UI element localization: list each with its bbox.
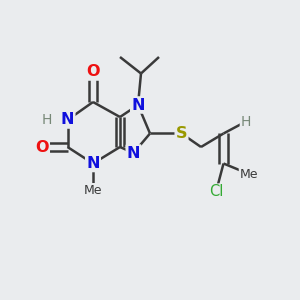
Text: Cl: Cl [209,184,223,200]
Text: S: S [176,126,187,141]
Text: N: N [127,146,140,160]
Text: O: O [86,64,100,80]
Text: H: H [241,115,251,128]
Text: N: N [131,98,145,112]
Text: N: N [61,112,74,128]
Text: Me: Me [240,167,258,181]
Text: O: O [35,140,49,154]
Text: H: H [41,113,52,127]
Text: N: N [86,156,100,171]
Text: Me: Me [84,184,102,197]
